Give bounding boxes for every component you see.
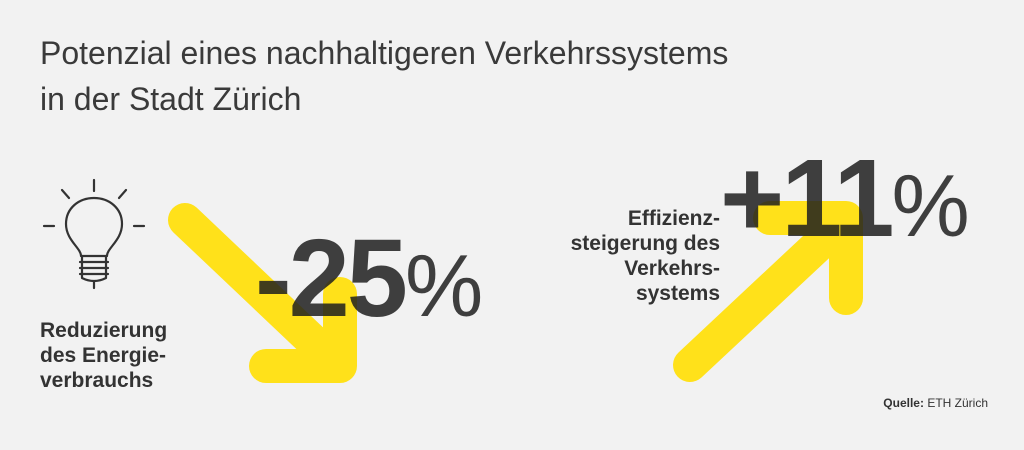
- energy-reduction-label: Reduzierung des Energie- verbrauchs: [40, 318, 167, 393]
- energy-label-line-1: Reduzierung: [40, 319, 168, 342]
- lightbulb-icon: [42, 178, 146, 290]
- efficiency-increase-label: Effizienz- steigerung des Verkehrs- syst…: [550, 206, 720, 306]
- efficiency-increase-unit: %: [891, 156, 970, 255]
- source-note: Quelle: ETH Zürich: [883, 396, 988, 410]
- energy-label-line-3: verbrauchs: [40, 369, 154, 392]
- title-line-2: in der Stadt Zürich: [40, 81, 302, 117]
- energy-reduction-number: -25: [255, 217, 408, 340]
- energy-reduction-value: -25%: [255, 224, 483, 341]
- efficiency-increase-number: +11: [720, 137, 895, 260]
- efficiency-increase-value: +11%: [720, 144, 970, 261]
- arrow-up-icon: [673, 201, 863, 382]
- energy-reduction-unit: %: [404, 236, 484, 335]
- efficiency-label-line-3: Verkehrs-: [624, 257, 720, 280]
- efficiency-label-line-2: steigerung des: [570, 232, 720, 255]
- arrow-down-icon: [168, 203, 357, 383]
- source-value: ETH Zürich: [927, 396, 988, 410]
- energy-label-line-2: des Energie-: [40, 344, 167, 367]
- efficiency-label-line-1: Effizienz-: [627, 207, 720, 230]
- page-title: Potenzial eines nachhaltigeren Verkehrss…: [40, 30, 900, 122]
- title-line-1: Potenzial eines nachhaltigeren Verkehrss…: [40, 35, 729, 71]
- source-label: Quelle:: [883, 396, 924, 410]
- efficiency-label-line-4: systems: [635, 282, 720, 305]
